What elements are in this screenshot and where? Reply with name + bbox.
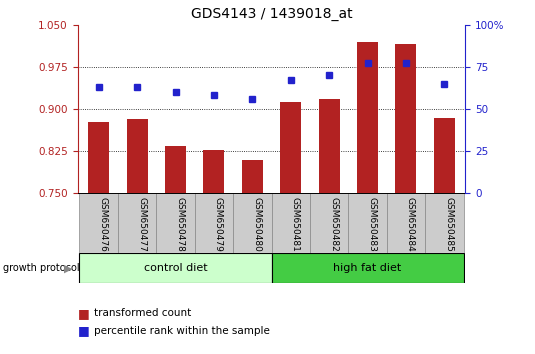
- Text: GSM650485: GSM650485: [445, 196, 453, 251]
- Bar: [271, 253, 463, 283]
- Bar: [127, 119, 148, 193]
- Bar: [395, 44, 416, 193]
- Text: GSM650482: GSM650482: [329, 196, 338, 251]
- Text: GSM650476: GSM650476: [98, 196, 108, 251]
- Bar: [88, 122, 109, 193]
- Text: high fat diet: high fat diet: [333, 263, 402, 273]
- Text: GSM650479: GSM650479: [214, 196, 223, 251]
- FancyBboxPatch shape: [80, 193, 118, 253]
- Bar: [165, 147, 186, 193]
- Title: GDS4143 / 1439018_at: GDS4143 / 1439018_at: [190, 7, 353, 21]
- Text: GSM650483: GSM650483: [368, 196, 377, 251]
- FancyBboxPatch shape: [271, 193, 310, 253]
- Text: ▶: ▶: [64, 263, 73, 273]
- FancyBboxPatch shape: [425, 193, 463, 253]
- FancyBboxPatch shape: [348, 193, 387, 253]
- FancyBboxPatch shape: [310, 193, 348, 253]
- Bar: [242, 160, 263, 193]
- Text: GSM650478: GSM650478: [175, 196, 185, 251]
- FancyBboxPatch shape: [156, 193, 195, 253]
- Text: growth protocol: growth protocol: [3, 263, 79, 273]
- FancyBboxPatch shape: [118, 193, 156, 253]
- Text: GSM650477: GSM650477: [137, 196, 146, 251]
- Text: ■: ■: [78, 325, 89, 337]
- Text: percentile rank within the sample: percentile rank within the sample: [94, 326, 270, 336]
- Bar: [318, 99, 340, 193]
- Text: GSM650481: GSM650481: [291, 196, 300, 251]
- Text: transformed count: transformed count: [94, 308, 191, 318]
- Bar: [357, 41, 378, 193]
- Text: GSM650484: GSM650484: [406, 196, 415, 251]
- Bar: [280, 102, 301, 193]
- Text: GSM650480: GSM650480: [253, 196, 261, 251]
- Text: ■: ■: [78, 307, 89, 320]
- FancyBboxPatch shape: [387, 193, 425, 253]
- Bar: [80, 253, 271, 283]
- FancyBboxPatch shape: [233, 193, 271, 253]
- FancyBboxPatch shape: [195, 193, 233, 253]
- Bar: [434, 118, 455, 193]
- Bar: [203, 150, 225, 193]
- Text: control diet: control diet: [144, 263, 208, 273]
